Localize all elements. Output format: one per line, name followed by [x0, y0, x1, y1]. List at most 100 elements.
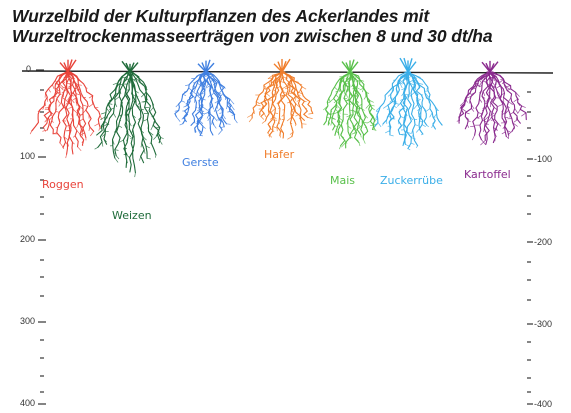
root-hair	[100, 116, 106, 121]
root-hair	[413, 104, 418, 110]
root-strand	[348, 71, 376, 129]
root-hair	[198, 119, 204, 125]
root-hair	[332, 117, 336, 120]
root-hair	[115, 155, 120, 160]
root-hair	[294, 96, 297, 101]
root-strand	[131, 71, 160, 141]
root-strand	[349, 71, 375, 131]
root-strand	[68, 71, 79, 148]
crop-label-zuckerrbe: Zuckerrübe	[380, 174, 443, 187]
root-hair	[54, 87, 60, 92]
left-label-100: 100	[20, 151, 35, 161]
root-strand	[402, 71, 410, 145]
root-strand	[131, 71, 162, 144]
root-hair	[345, 100, 350, 102]
root-hair	[506, 88, 511, 91]
root-strand	[198, 71, 209, 136]
root-strand	[388, 71, 411, 136]
plant-stem	[129, 62, 139, 73]
root-strand	[103, 71, 128, 145]
crop-labels: Roggen Weizen Gerste Hafer Mais Zuckerrübe Kar…	[42, 148, 511, 222]
root-hair	[470, 125, 475, 128]
root-hair	[514, 108, 519, 114]
crop-label-weizen: Weizen	[112, 209, 152, 222]
root-hair	[114, 157, 119, 163]
root-strand	[345, 71, 353, 149]
root-hair	[517, 109, 521, 114]
root-hair	[339, 145, 341, 150]
root-strand	[31, 71, 68, 132]
root-hair	[418, 83, 424, 85]
root-hair	[197, 97, 203, 102]
root-hair	[76, 123, 79, 129]
root-strand	[280, 71, 314, 114]
root-strand	[464, 71, 491, 130]
root-hair	[397, 102, 401, 107]
title-line-2: Wurzeltrockenmasseerträgen von zwischen …	[12, 26, 493, 46]
root-hair	[230, 105, 235, 111]
root-hair	[67, 84, 73, 88]
root-hair	[94, 146, 99, 150]
title-line-1: Wurzelbild der Kulturpflanzen des Ackerl…	[12, 6, 430, 26]
root-strand	[331, 71, 352, 131]
root-strand	[114, 71, 129, 157]
root-hair	[52, 84, 55, 89]
root-strand	[408, 71, 436, 130]
root-strand	[280, 71, 294, 138]
root-strand	[488, 71, 499, 133]
crop-label-hafer: Hafer	[264, 148, 295, 161]
root-hair	[202, 106, 208, 111]
root-hair	[521, 105, 526, 108]
root-strand	[129, 71, 145, 164]
root-hair	[68, 106, 73, 109]
root-hair	[49, 111, 52, 117]
root-strand	[407, 71, 424, 135]
root-hair	[100, 112, 107, 115]
root-hair	[401, 87, 407, 91]
root-hair	[130, 136, 135, 139]
root-hair	[506, 136, 510, 139]
right-label-400: -400	[534, 399, 552, 409]
root-hair	[145, 145, 150, 149]
root-hair	[328, 98, 334, 104]
root-strand	[351, 71, 365, 140]
root-hair	[415, 128, 420, 133]
root-hair	[61, 89, 67, 94]
root-strand	[407, 71, 419, 147]
root-hair	[359, 87, 364, 91]
root-hair	[284, 86, 291, 90]
root-hair	[301, 86, 307, 90]
root-hair	[285, 74, 289, 80]
root-hair	[260, 116, 265, 120]
crop-label-gerste: Gerste	[182, 156, 219, 169]
root-strand	[56, 71, 70, 144]
root-hair	[197, 107, 202, 112]
root-hair	[124, 78, 130, 82]
root-hair	[433, 113, 437, 119]
root-hair	[297, 91, 303, 95]
root-hair	[140, 91, 147, 98]
root-strand	[397, 71, 410, 135]
root-hair	[476, 115, 482, 119]
root-hair	[219, 93, 224, 98]
root-hair	[205, 85, 211, 89]
root-hair	[425, 108, 431, 113]
root-hair	[78, 118, 84, 123]
root-hair	[365, 103, 370, 109]
root-hair	[513, 98, 518, 102]
root-hair	[507, 97, 512, 103]
root-hair	[286, 116, 293, 122]
root-hair	[362, 139, 366, 144]
plant-stem	[407, 58, 413, 73]
root-hair	[80, 109, 87, 116]
root-hair	[226, 123, 231, 125]
root-hair	[461, 108, 467, 112]
root-hair	[114, 96, 120, 101]
root-strand	[69, 71, 95, 132]
root-hair	[56, 98, 60, 104]
root-hair	[206, 113, 210, 119]
root-strand	[128, 71, 137, 174]
root-system-kartoffel	[456, 60, 527, 146]
root-hair	[44, 107, 50, 109]
root-hair	[58, 102, 62, 107]
